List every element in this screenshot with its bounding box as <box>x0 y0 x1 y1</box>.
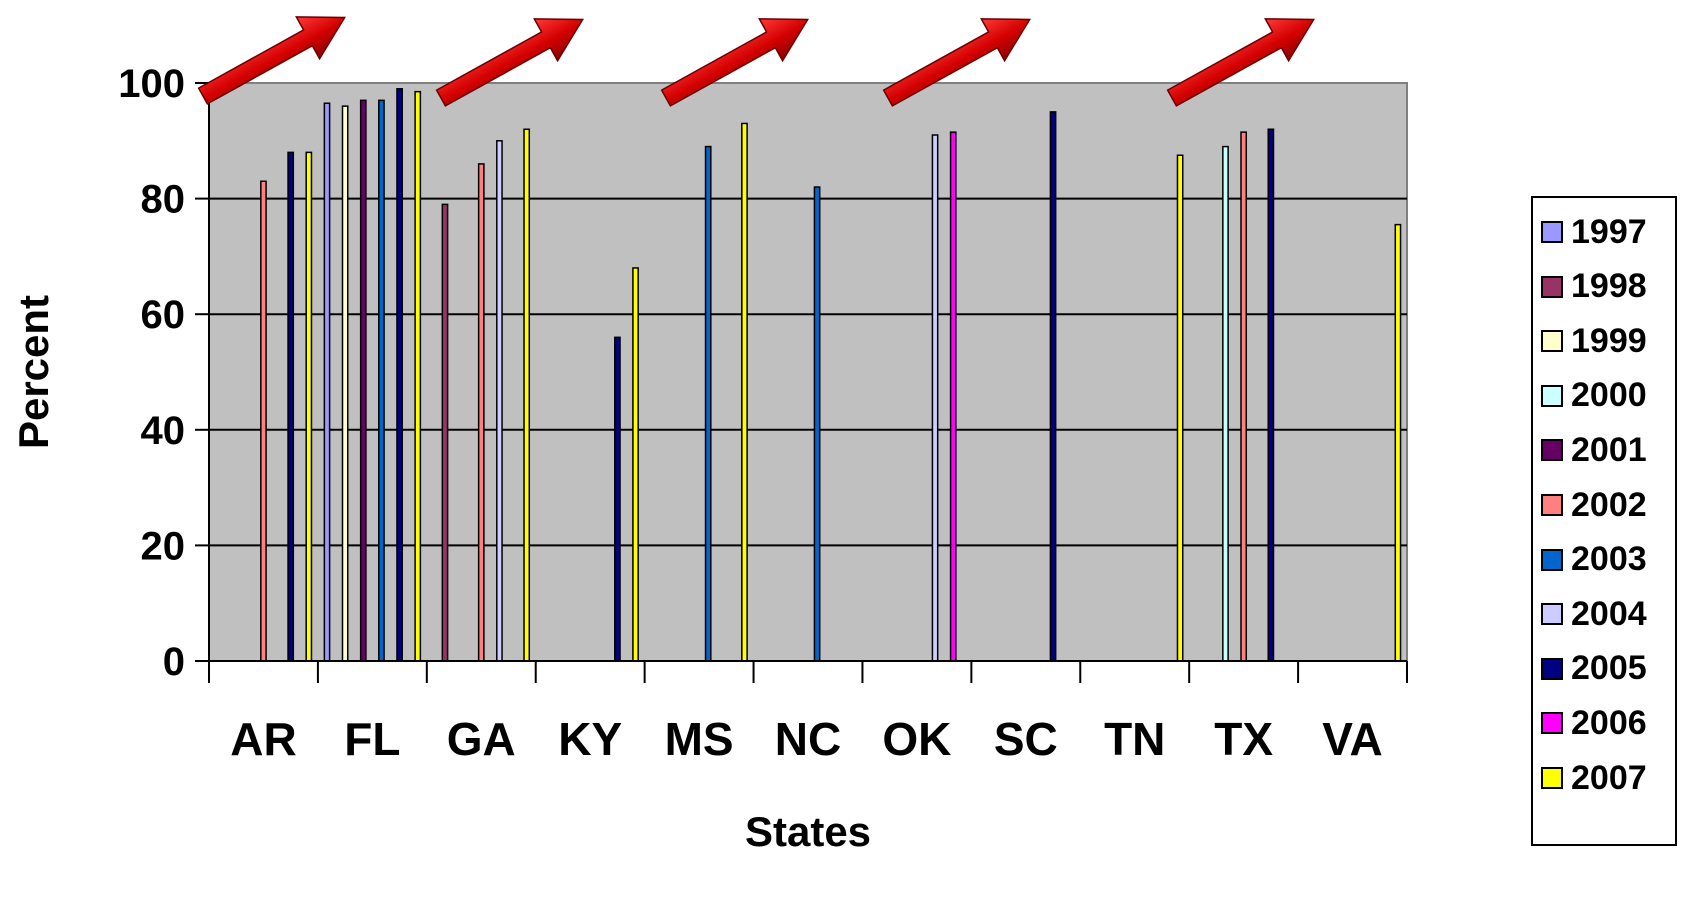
legend-swatch <box>1541 439 1563 462</box>
legend-label: 2004 <box>1571 594 1647 633</box>
bar-TX-2005 <box>1267 128 1275 662</box>
x-tick-label: SC <box>994 713 1058 765</box>
trend-arrow <box>882 18 1032 107</box>
bar-FL-1999 <box>341 105 349 662</box>
x-tick-label: MS <box>665 713 734 765</box>
legend-item-1998: 1998 <box>1541 267 1647 307</box>
legend: 1997 1998 1999 2000 2001 2002 2003 2004 2005 2006… <box>1531 196 1677 846</box>
bar-MS-2003 <box>704 145 712 662</box>
bar-SC-2005 <box>1049 111 1057 662</box>
legend-item-2002: 2002 <box>1541 485 1647 525</box>
bar-TX-2002 <box>1240 131 1248 662</box>
bar-AR-2007 <box>305 151 313 662</box>
x-tick-label: OK <box>882 713 951 765</box>
x-axis-title: States <box>745 808 871 855</box>
bar-OK-2004 <box>931 134 939 662</box>
bar-NC-2003 <box>813 186 821 662</box>
bar-KY-2005 <box>614 336 621 662</box>
legend-item-1999: 1999 <box>1541 321 1647 361</box>
x-tick-label: AR <box>230 713 296 765</box>
x-tick-label: VA <box>1322 713 1383 765</box>
legend-swatch <box>1541 657 1563 680</box>
legend-item-2003: 2003 <box>1541 540 1647 580</box>
x-tick-label: TX <box>1214 713 1273 765</box>
legend-label: 2006 <box>1571 703 1647 742</box>
trend-arrow <box>660 18 810 107</box>
bar-FL-2001 <box>359 99 367 662</box>
legend-swatch <box>1541 548 1563 571</box>
legend-item-2000: 2000 <box>1541 376 1647 416</box>
bar-AR-2005 <box>287 151 295 662</box>
bar-GA-2004 <box>496 140 503 662</box>
x-tick-label: TN <box>1104 713 1165 765</box>
legend-label: 2002 <box>1571 485 1647 524</box>
axes: 0 20 40 60 80 100 AR FL GA KY MS NC OK SC TN TX VA <box>118 62 1408 765</box>
legend-item-2006: 2006 <box>1541 703 1647 743</box>
legend-label: 2007 <box>1571 758 1647 797</box>
trend-arrow <box>1166 18 1316 107</box>
legend-swatch <box>1541 330 1563 353</box>
legend-swatch <box>1541 384 1563 407</box>
bar-KY-2007 <box>632 267 639 662</box>
legend-item-2005: 2005 <box>1541 649 1647 689</box>
bars <box>260 88 1402 662</box>
legend-label: 2003 <box>1571 540 1647 579</box>
bar-GA-2007 <box>523 128 531 662</box>
bar-FL-2003 <box>378 99 385 662</box>
x-tick-label: FL <box>344 713 400 765</box>
trend-arrow <box>197 16 347 105</box>
legend-swatch <box>1541 494 1563 516</box>
legend-swatch <box>1541 221 1563 243</box>
plot-area <box>208 82 1408 662</box>
y-tick-label: 0 <box>163 640 185 684</box>
y-tick-label: 60 <box>141 293 186 337</box>
bar-OK-2006 <box>949 131 957 662</box>
bar-FL-2007 <box>414 90 422 662</box>
legend-label: 2001 <box>1571 430 1647 469</box>
bar-FL-1997 <box>323 102 331 662</box>
legend-label: 2005 <box>1571 649 1647 688</box>
y-axis-title: Percent <box>10 295 57 449</box>
y-tick-label: 100 <box>118 62 185 106</box>
trend-arrows <box>197 16 1316 107</box>
bar-TX-2000 <box>1222 145 1229 662</box>
legend-item-1997: 1997 <box>1541 212 1647 252</box>
bar-AR-2002 <box>260 180 267 662</box>
y-tick-label: 80 <box>141 178 186 222</box>
legend-label: 1999 <box>1571 321 1647 360</box>
bar-FL-2005 <box>396 88 403 662</box>
x-tick-label: KY <box>558 713 622 765</box>
legend-swatch <box>1541 275 1563 298</box>
trend-arrow <box>435 18 585 107</box>
x-tick-label: GA <box>447 713 516 765</box>
legend-swatch <box>1541 603 1563 626</box>
legend-item-2001: 2001 <box>1541 430 1647 470</box>
legend-item-2004: 2004 <box>1541 594 1647 634</box>
bar-GA-1998 <box>441 203 449 662</box>
bar-GA-2002 <box>477 163 485 662</box>
bar-MS-2007 <box>741 122 748 662</box>
bar-TN-2007 <box>1176 154 1184 662</box>
legend-label: 1997 <box>1571 212 1647 251</box>
legend-label: 1998 <box>1571 267 1647 306</box>
legend-item-2007: 2007 <box>1541 758 1647 798</box>
legend-swatch <box>1541 767 1563 789</box>
gridlines <box>209 197 1407 547</box>
legend-swatch <box>1541 712 1563 735</box>
y-tick-label: 20 <box>141 524 186 568</box>
x-tick-label: NC <box>775 713 841 765</box>
legend-label: 2000 <box>1571 376 1647 415</box>
bar-VA-2007 <box>1394 223 1402 662</box>
y-tick-label: 40 <box>141 409 186 453</box>
